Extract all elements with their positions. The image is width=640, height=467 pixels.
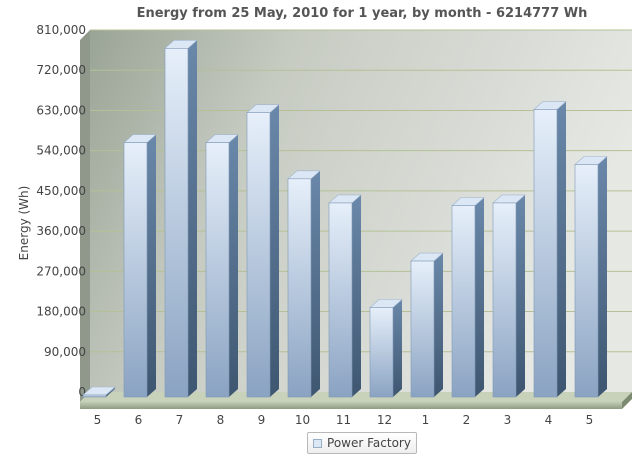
- bar-side: [393, 299, 402, 397]
- x-tick-label: 5: [94, 413, 102, 427]
- bar-side: [229, 134, 238, 397]
- x-tick-label: 7: [176, 413, 184, 427]
- y-tick-label: 630,000: [36, 103, 86, 117]
- bar-front: [164, 48, 189, 398]
- bar: [123, 134, 157, 398]
- x-tick-label: 4: [545, 413, 553, 427]
- plot-side-wall: [80, 30, 90, 402]
- bar-side: [475, 197, 484, 397]
- bar-side: [434, 253, 443, 397]
- x-tick-label: 5: [586, 413, 594, 427]
- x-tick-label: 2: [463, 413, 471, 427]
- floor-side: [622, 392, 632, 409]
- bar: [246, 104, 280, 398]
- bar-side: [188, 40, 197, 397]
- bar-side: [311, 170, 320, 397]
- y-tick-label: 360,000: [36, 224, 86, 238]
- bar: [164, 40, 198, 398]
- bar-front: [82, 394, 107, 398]
- bar: [205, 134, 239, 398]
- y-tick-label: 720,000: [36, 63, 86, 77]
- bar-side: [270, 104, 279, 397]
- x-tick-label: 10: [295, 413, 310, 427]
- y-axis: 0 90,000 180,000 270,000 360,000 450,000 540,0…: [36, 23, 86, 399]
- x-tick-label: 6: [135, 413, 143, 427]
- bar-front: [410, 260, 435, 398]
- y-tick-label: 90,000: [44, 345, 86, 359]
- bar: [328, 194, 362, 398]
- bar: [492, 194, 526, 398]
- bar: [574, 156, 608, 398]
- bar-side: [147, 134, 156, 397]
- bar-front: [574, 164, 599, 398]
- x-tick-label: 3: [504, 413, 512, 427]
- legend: Power Factory: [307, 432, 417, 454]
- bar-front: [123, 142, 148, 398]
- bar-front: [369, 307, 394, 398]
- bars: [82, 40, 608, 398]
- bar-front: [328, 202, 353, 398]
- bar-side: [557, 101, 566, 398]
- x-axis: 5 6 7 8 9 10 11 12 1 2 3 4 5: [94, 413, 594, 427]
- bar-front: [287, 178, 312, 398]
- y-axis-title: Energy (Wh): [17, 186, 31, 261]
- x-tick-label: 12: [377, 413, 392, 427]
- y-tick-label: 180,000: [36, 305, 86, 319]
- y-tick-label: 0: [78, 385, 86, 399]
- x-tick-label: 8: [217, 413, 225, 427]
- bar-front: [246, 112, 271, 398]
- bar: [533, 101, 567, 398]
- bar-side: [598, 156, 607, 397]
- bar-front: [205, 142, 230, 398]
- chart-title: Energy from 25 May, 2010 for 1 year, by …: [137, 6, 588, 21]
- floor-front: [80, 402, 622, 409]
- y-tick-label: 540,000: [36, 144, 86, 158]
- bar: [451, 197, 485, 398]
- y-tick-label: 810,000: [36, 23, 86, 37]
- bar: [410, 252, 444, 398]
- bar-side: [516, 194, 525, 397]
- y-tick-label: 270,000: [36, 264, 86, 278]
- bar-side: [106, 387, 115, 397]
- bar-front: [451, 205, 476, 398]
- x-tick-label: 11: [336, 413, 351, 427]
- bar-side: [352, 194, 361, 397]
- bar: [369, 299, 403, 398]
- bar: [287, 170, 321, 398]
- legend-label: Power Factory: [327, 436, 411, 450]
- x-tick-label: 9: [258, 413, 266, 427]
- bar: [82, 386, 116, 398]
- bar-front: [533, 109, 558, 398]
- legend-swatch: [313, 438, 323, 448]
- x-tick-label: 1: [422, 413, 430, 427]
- bar-front: [492, 202, 517, 398]
- y-tick-label: 450,000: [36, 184, 86, 198]
